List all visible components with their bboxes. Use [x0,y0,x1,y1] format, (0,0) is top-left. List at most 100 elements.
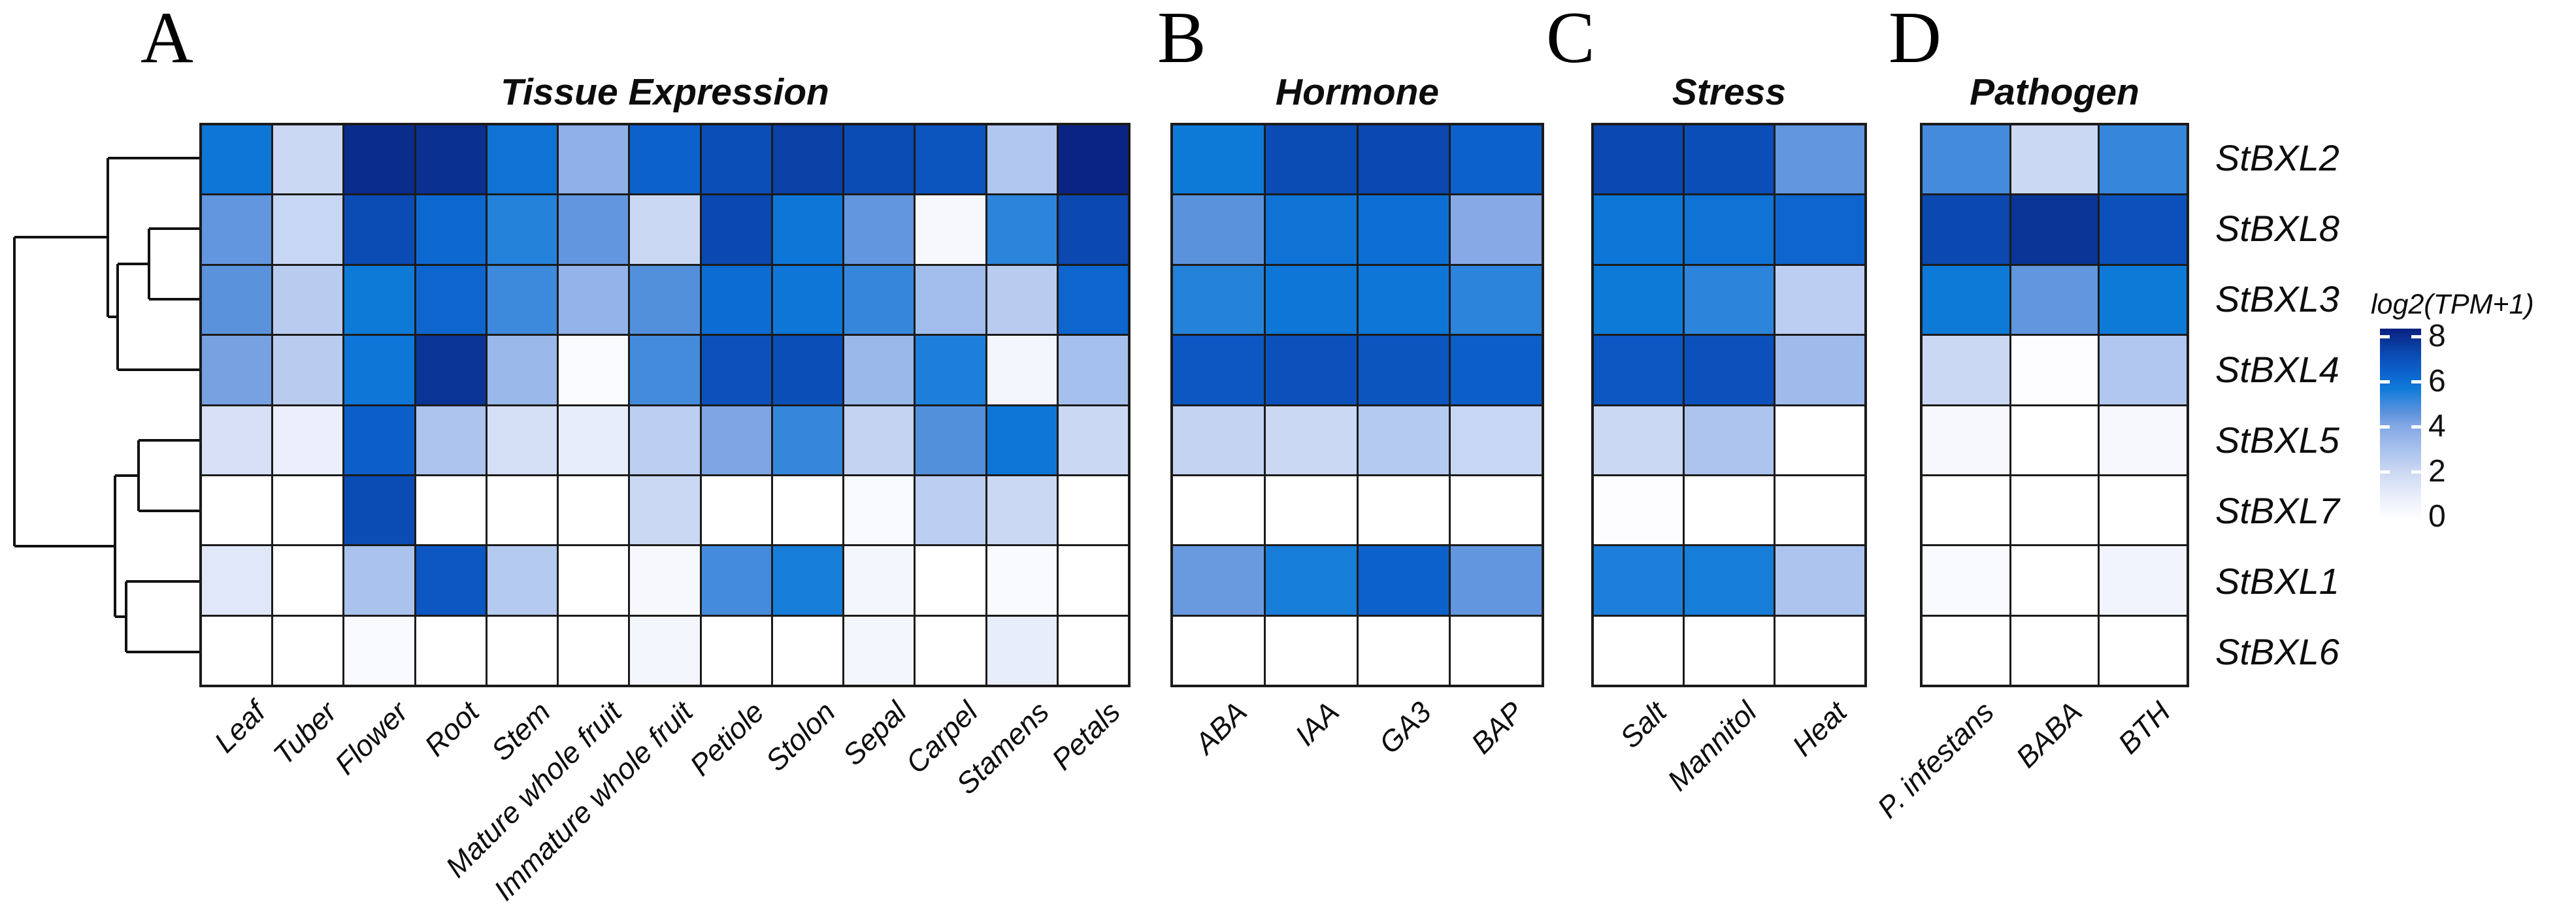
column-label: Petals [1044,694,1127,777]
colorbar-tick-label: 2 [2428,454,2446,489]
heatmap-cell [916,336,985,404]
heatmap-cell [559,406,629,474]
heatmap-cell [2011,546,2098,615]
heatmap-cell [1358,336,1449,404]
heatmap-cell [844,476,914,545]
row-label: StBXL3 [2215,278,2339,319]
heatmap-cell [630,476,700,545]
heatmap-cell [1358,125,1449,194]
panel-letter-d: D [1889,0,1941,78]
heatmap-cell [344,406,414,474]
heatmap-cell [1173,195,1264,264]
heatmap-cell [1265,265,1357,334]
heatmap-cell [1775,406,1864,474]
heatmap-cell [772,406,843,474]
heatmap-cell [416,195,486,264]
heatmap-cell [1775,546,1864,615]
heatmap-cell [1451,265,1542,334]
heatmap-cell [344,546,414,615]
heatmap-cell [701,265,771,334]
heatmap-cell [987,336,1057,404]
heatmap-cell [344,125,414,194]
heatmap-grid-a [199,123,1131,687]
heatmap-cell [1923,336,2009,404]
heatmap-cell [487,616,557,685]
heatmap-cell [916,616,985,685]
heatmap-cell [772,616,843,685]
row-label: StBXL4 [2215,349,2339,390]
heatmap-cell [487,406,557,474]
heatmap-cell [1358,195,1449,264]
heatmap-cell [916,546,985,615]
heatmap-cell [344,336,414,404]
heatmap-cell [1058,195,1128,264]
heatmap-cell [1265,616,1357,685]
heatmap-cell [987,616,1057,685]
colorbar-tick-mark [2380,425,2390,429]
heatmap-cell [1358,546,1449,615]
heatmap-cell [1265,476,1357,545]
heatmap-cell [273,616,343,685]
colorbar-gradient [2380,329,2421,519]
heatmap-cell [273,546,343,615]
heatmap-cell [987,546,1057,615]
heatmap-cell [273,406,343,474]
colorbar-tick-label: 6 [2428,364,2446,399]
heatmap-cell [2011,406,2098,474]
heatmap-cell [416,476,486,545]
heatmap-cell [1058,125,1128,194]
heatmap-cell [1058,476,1128,545]
column-label: ABA [1187,694,1253,760]
colorbar-tick-mark [2411,470,2421,474]
row-label: StBXL5 [2215,419,2339,461]
heatmap-grid-b [1170,123,1544,687]
heatmap-cell [772,125,843,194]
heatmap-cell [487,195,557,264]
heatmap-cell [273,336,343,404]
heatmap-grid-c [1591,123,1867,687]
colorbar-tick-label: 4 [2428,409,2446,444]
column-label: GA3 [1372,694,1438,760]
heatmap-cell [273,195,343,264]
panel-letter-a: A [140,0,193,78]
heatmap-cell [1923,406,2009,474]
heatmap-cell [1173,125,1264,194]
heatmap-cell [1685,476,1774,545]
row-label: StBXL2 [2215,137,2339,178]
column-label: IAA [1288,694,1346,753]
heatmap-cell [2011,476,2098,545]
heatmap-cell [1173,336,1264,404]
colorbar-tick-mark [2380,335,2390,338]
heatmap-cell [2100,336,2187,404]
heatmap-cell [1358,406,1449,474]
panel-title-a: Tissue Expression [501,71,829,113]
column-label: Stolon [759,694,842,778]
panel-title-d: Pathogen [1970,71,2139,113]
heatmap-cell [1594,546,1683,615]
heatmap-cell [844,336,914,404]
heatmap-cell [630,195,700,264]
heatmap-cell [1358,476,1449,545]
heatmap-cell [916,265,985,334]
colorbar-tick-mark [2380,470,2390,474]
heatmap-cell [1173,406,1264,474]
heatmap-cell [416,125,486,194]
heatmap-cell [1594,336,1683,404]
heatmap-cell [1775,476,1864,545]
heatmap-cell [202,125,272,194]
heatmap-cell [1265,406,1357,474]
heatmap-cell [630,265,700,334]
heatmap-cell [559,195,629,264]
heatmap-cell [1173,616,1264,685]
heatmap-cell [2100,616,2187,685]
heatmap-cell [273,476,343,545]
heatmap-cell [1923,125,2009,194]
heatmap-cell [344,476,414,545]
heatmap-cell [2011,195,2098,264]
heatmap-cell [844,616,914,685]
column-label: Petiole [683,694,770,783]
heatmap-cell [916,406,985,474]
heatmap-cell [916,476,985,545]
heatmap-cell [2011,616,2098,685]
heatmap-cell [1451,546,1542,615]
